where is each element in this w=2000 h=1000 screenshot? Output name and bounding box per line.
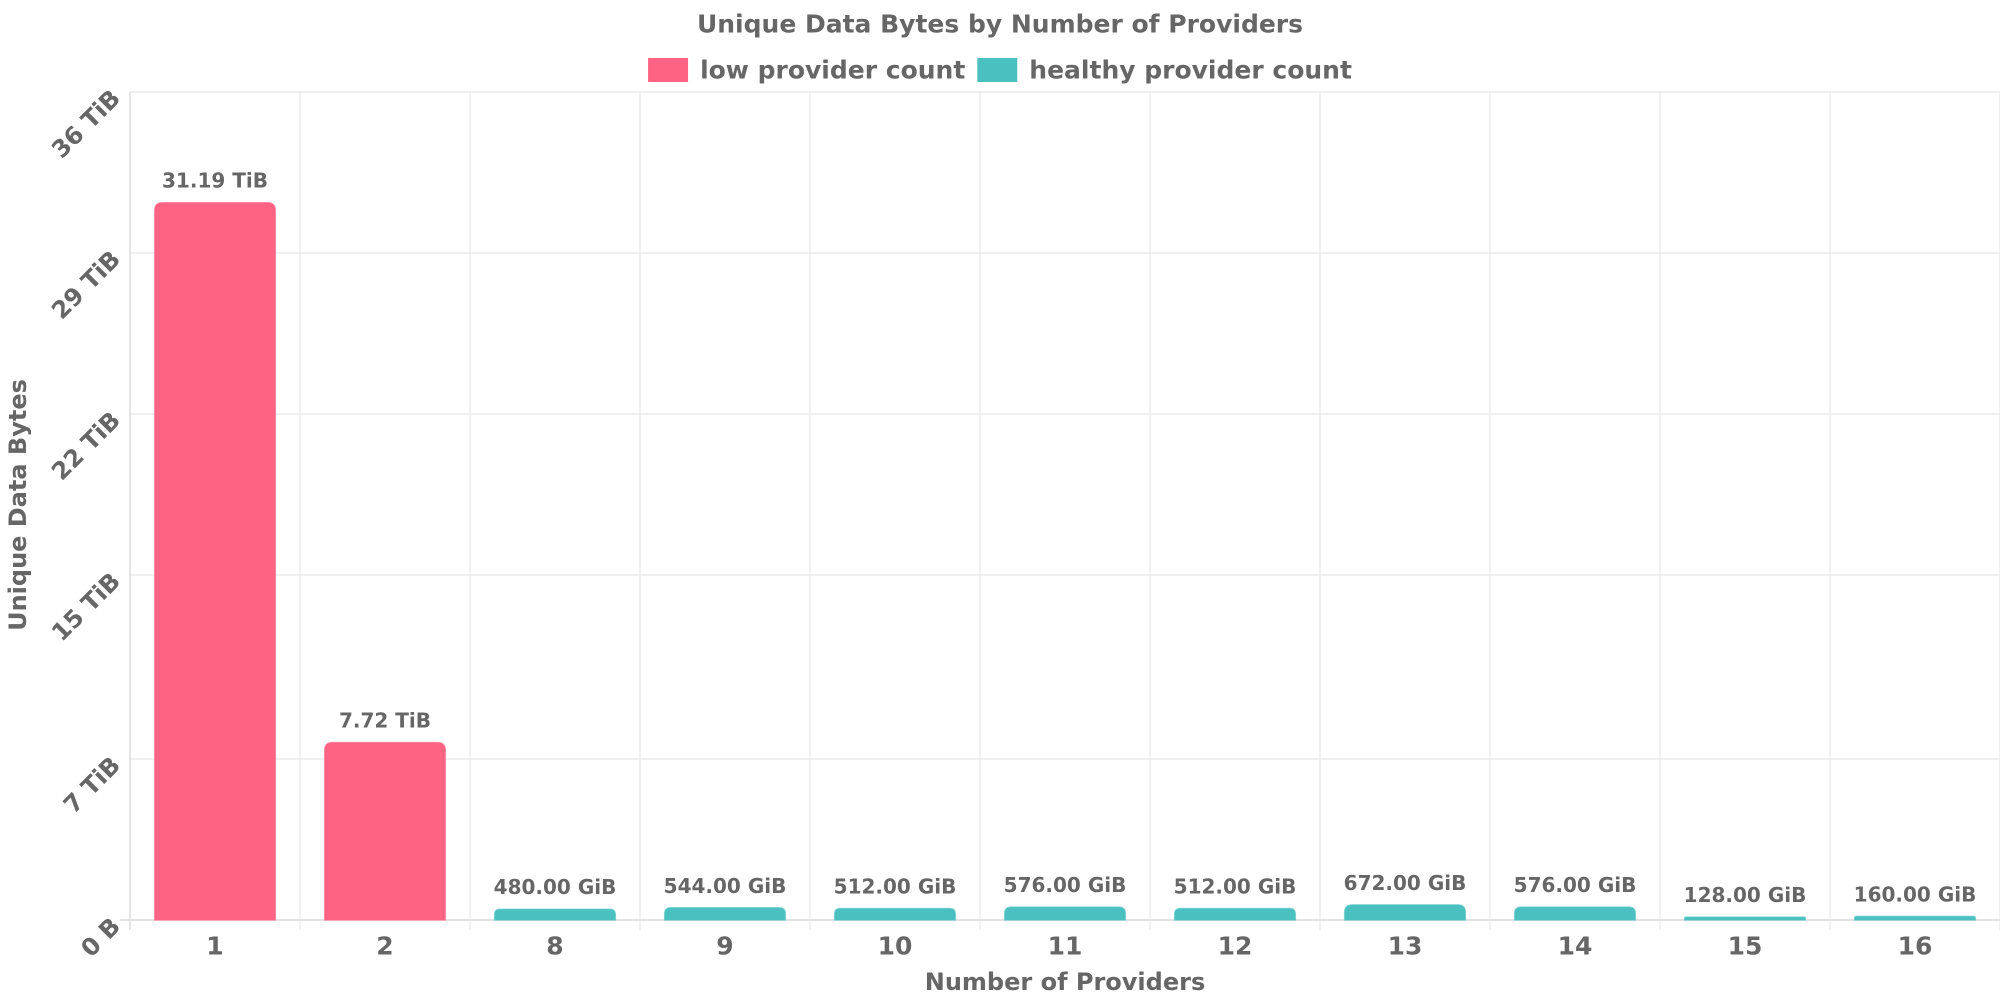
bar-14	[1513, 906, 1637, 921]
legend-label: low provider count	[700, 56, 965, 85]
chart-title: Unique Data Bytes by Number of Providers	[697, 10, 1303, 39]
data-label-1: 31.19 TiB	[162, 169, 268, 193]
bar-12	[1173, 907, 1297, 921]
bar-15	[1683, 916, 1807, 921]
legend-item-healthy[interactable]: healthy provider count	[977, 56, 1352, 85]
data-label-12: 512.00 GiB	[1174, 875, 1297, 899]
legend: low provider count healthy provider count	[648, 56, 1352, 85]
y-tick-label: 7 TiB	[58, 751, 126, 819]
data-labels: 31.19 TiB 7.72 TiB 480.00 GiB 544.00 GiB 512…	[162, 169, 1976, 907]
bars	[153, 201, 1977, 921]
x-tick-label: 12	[1218, 932, 1253, 961]
y-tick-label: 22 TiB	[46, 406, 126, 486]
legend-swatch	[977, 58, 1018, 82]
y-axis-ticks: 0 B 7 TiB 15 TiB 22 TiB 29 TiB 36 TiB	[46, 84, 126, 962]
x-tick-label: 9	[716, 932, 733, 961]
bar-8	[493, 908, 617, 921]
y-tick-label: 15 TiB	[46, 567, 126, 647]
x-tick-label: 10	[878, 932, 913, 961]
bar-13	[1343, 904, 1467, 921]
data-label-14: 576.00 GiB	[1514, 873, 1637, 897]
x-tick-label: 2	[376, 932, 393, 961]
x-tick-label: 15	[1728, 932, 1763, 961]
x-axis-title: Number of Providers	[925, 968, 1205, 996]
y-tick-label: 0 B	[75, 912, 125, 962]
y-tick-label: 29 TiB	[46, 245, 126, 325]
data-label-8: 480.00 GiB	[494, 875, 617, 899]
x-tick-label: 14	[1558, 932, 1593, 961]
data-label-9: 544.00 GiB	[664, 874, 787, 898]
data-label-16: 160.00 GiB	[1854, 882, 1977, 906]
x-tick-label: 13	[1388, 932, 1423, 961]
legend-label: healthy provider count	[1029, 56, 1352, 85]
bar-10	[833, 907, 957, 921]
bar-11	[1003, 906, 1127, 921]
x-axis-ticks: 1 2 8 9 10 11 12 13 14 15 16	[206, 932, 1932, 961]
legend-swatch	[648, 58, 689, 82]
x-tick-label: 8	[546, 932, 563, 961]
bar-9	[663, 907, 787, 921]
y-axis-title: Unique Data Bytes	[4, 379, 32, 631]
data-label-11: 576.00 GiB	[1004, 873, 1127, 897]
bar-1	[153, 201, 277, 921]
data-label-10: 512.00 GiB	[834, 875, 957, 899]
data-label-2: 7.72 TiB	[339, 708, 431, 732]
y-tick-label: 36 TiB	[46, 84, 126, 164]
legend-item-low[interactable]: low provider count	[648, 56, 965, 85]
data-label-15: 128.00 GiB	[1684, 883, 1807, 907]
x-tick-label: 16	[1898, 932, 1933, 961]
x-tick-label: 11	[1048, 932, 1083, 961]
x-tick-label: 1	[206, 932, 223, 961]
data-label-13: 672.00 GiB	[1344, 871, 1467, 895]
bar-2	[323, 741, 447, 921]
bar-16	[1853, 915, 1977, 921]
